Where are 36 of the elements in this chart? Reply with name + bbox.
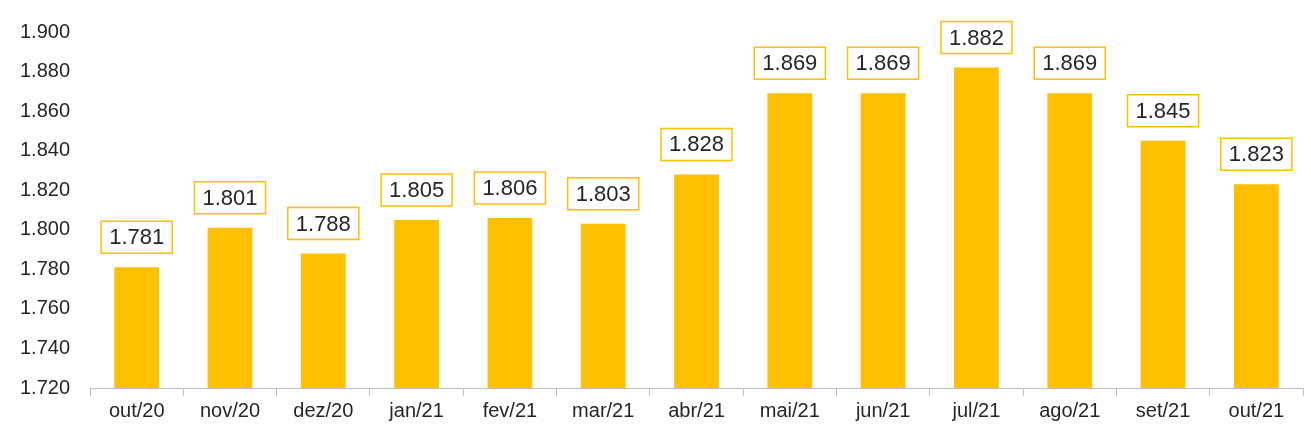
data-label: 1.869 xyxy=(855,50,911,76)
x-tick-label: mar/21 xyxy=(572,398,635,421)
y-tick-label: 1.720 xyxy=(19,375,71,398)
x-tick-label: out/21 xyxy=(1228,398,1285,421)
y-tick-label: 1.860 xyxy=(19,98,71,121)
data-label: 1.781 xyxy=(109,224,165,250)
y-tick-label: 1.840 xyxy=(19,138,71,161)
x-tick-label: out/20 xyxy=(108,398,165,421)
x-tick-label: dez/20 xyxy=(293,398,354,421)
y-tick-label: 1.780 xyxy=(19,256,71,279)
data-label: 1.828 xyxy=(668,131,725,157)
x-tick-label: jan/21 xyxy=(388,398,444,421)
data-label: 1.869 xyxy=(762,50,818,76)
data-label: 1.882 xyxy=(948,24,1004,50)
x-tick-label: set/21 xyxy=(1135,398,1191,421)
data-label: 1.805 xyxy=(389,176,445,202)
x-tick-label: nov/20 xyxy=(199,398,261,421)
x-tick-label: fev/21 xyxy=(482,398,538,421)
x-tick-label: mai/21 xyxy=(759,398,820,421)
data-label: 1.845 xyxy=(1135,97,1191,123)
data-label: 1.806 xyxy=(482,174,538,200)
data-label: 1.803 xyxy=(575,180,631,206)
data-label: 1.788 xyxy=(295,210,351,236)
x-tick-label: abr/21 xyxy=(668,398,725,421)
y-tick-label: 1.900 xyxy=(19,19,71,42)
data-label: 1.801 xyxy=(202,184,258,210)
x-tick-label: jul/21 xyxy=(951,398,1001,421)
y-tick-label: 1.760 xyxy=(19,296,71,319)
data-label: 1.823 xyxy=(1228,141,1284,167)
y-tick-label: 1.880 xyxy=(19,59,71,82)
y-tick-label: 1.800 xyxy=(19,217,71,240)
data-label: 1.869 xyxy=(1042,50,1098,76)
x-tick-label: jun/21 xyxy=(854,398,911,421)
y-tick-label: 1.740 xyxy=(19,335,71,358)
y-tick-label: 1.820 xyxy=(19,177,71,200)
x-tick-label: ago/21 xyxy=(1039,398,1101,421)
